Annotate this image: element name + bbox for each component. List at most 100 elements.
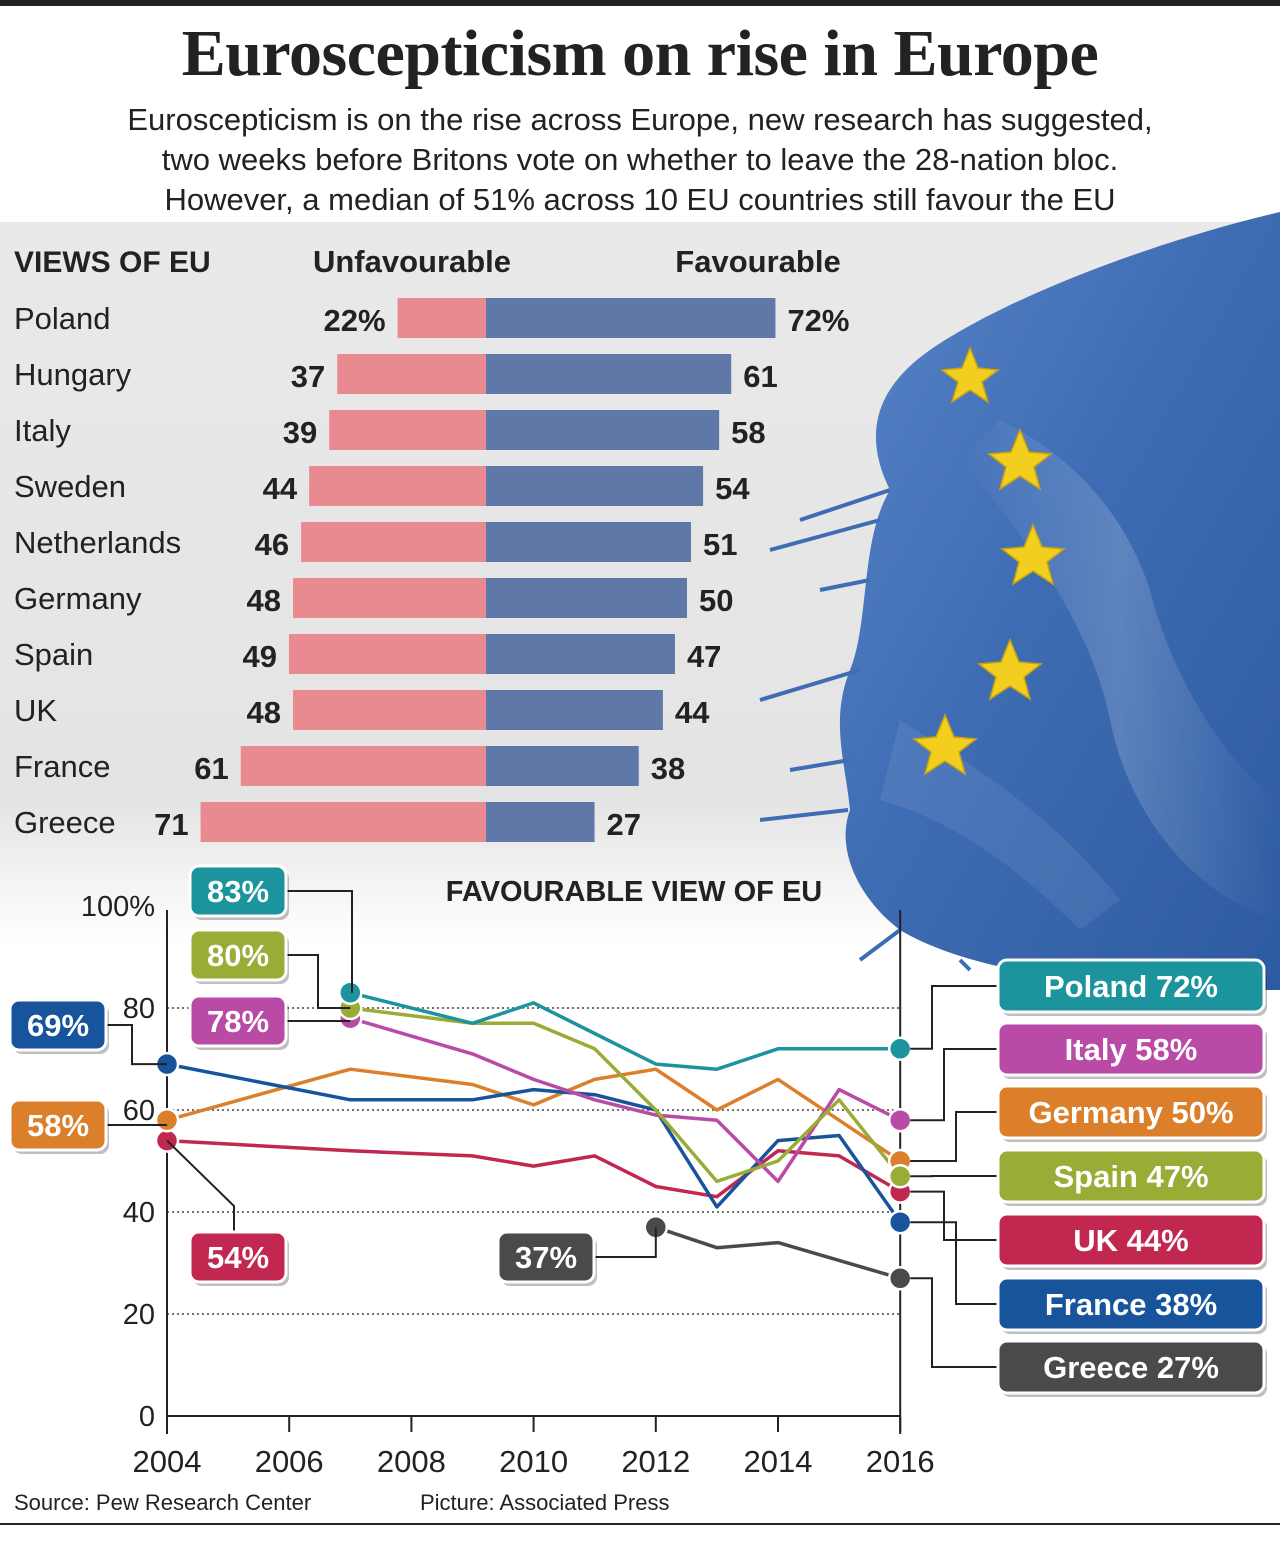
start-label-leader (166, 1139, 235, 1232)
bar-country-label: Greece (14, 805, 116, 840)
start-value-label: 78% (207, 1004, 269, 1039)
subtitle-line: Euroscepticism is on the rise across Eur… (127, 102, 1153, 137)
x-tick-label: 2006 (255, 1444, 324, 1479)
start-value-label: 83% (207, 874, 269, 909)
x-tick-label: 2008 (377, 1444, 446, 1479)
bar-unfavourable (200, 802, 486, 842)
bottom-rule (0, 1523, 1280, 1525)
series-end-point (887, 1164, 913, 1189)
start-value-label-box (188, 994, 288, 1048)
subtitle-line: two weeks before Britons vote on whether… (161, 142, 1119, 177)
end-value-label-box (996, 1212, 1266, 1268)
start-value-label: 58% (27, 1108, 89, 1143)
end-label-leader (910, 1048, 998, 1122)
legend-unfavourable: Unfavourable (313, 244, 511, 279)
start-value-label-box (8, 998, 108, 1052)
bar-unfavourable (293, 578, 486, 618)
bar-favourable (486, 578, 687, 618)
bar-favourable-value: 72% (787, 303, 849, 338)
end-value-label: Greece 27% (1043, 1350, 1219, 1385)
bar-unfavourable (293, 690, 486, 730)
end-value-label: UK 44% (1073, 1223, 1188, 1258)
bar-favourable (486, 690, 663, 730)
bar-country-label: France (14, 749, 110, 784)
bar-unfavourable-value: 22% (324, 303, 386, 338)
bar-favourable (486, 354, 732, 394)
bar-unfavourable (309, 466, 486, 506)
series-end-point (887, 1209, 913, 1235)
start-label-leader (286, 954, 351, 1009)
x-tick-label: 2014 (744, 1444, 813, 1479)
y-tick-label: 20 (123, 1299, 155, 1331)
series-start-point (338, 980, 363, 1005)
end-value-label-box (996, 1339, 1266, 1395)
end-label-leader (910, 1190, 998, 1241)
bar-country-label: Italy (14, 413, 71, 448)
bar-favourable-value: 50 (699, 583, 733, 618)
bar-unfavourable-value: 48 (247, 583, 281, 618)
bar-unfavourable (240, 746, 486, 786)
y-tick-label: 100% (81, 891, 155, 923)
bar-favourable-value: 27 (607, 807, 641, 842)
bar-favourable (486, 410, 720, 450)
series-line-greece (655, 1225, 901, 1280)
end-value-label-box (996, 1021, 1266, 1077)
start-label-leader (594, 1227, 657, 1258)
start-value-label-box (8, 1098, 108, 1152)
bar-favourable-value: 44 (675, 695, 710, 730)
bar-unfavourable-value: 71 (154, 807, 188, 842)
x-tick-label: 2010 (499, 1444, 568, 1479)
bar-country-label: Netherlands (14, 525, 181, 560)
start-value-label: 37% (515, 1240, 577, 1275)
series-line-poland (349, 991, 901, 1071)
bar-unfavourable (329, 410, 486, 450)
bar-favourable-value: 51 (703, 527, 737, 562)
legend-favourable: Favourable (675, 244, 840, 279)
bar-favourable (486, 522, 692, 562)
bar-unfavourable (337, 354, 486, 394)
star-icon (912, 345, 1066, 776)
series-end-point (887, 1107, 913, 1133)
end-label-leader (910, 985, 998, 1050)
series-end-point (887, 1266, 913, 1291)
x-tick-label: 2016 (866, 1444, 935, 1479)
bar-favourable-value: 38 (651, 751, 685, 786)
subtitle-line: However, a median of 51% across 10 EU co… (164, 182, 1116, 217)
end-value-label: Italy 58% (1065, 1032, 1198, 1067)
start-value-label-box (188, 928, 288, 982)
bar-country-label: Germany (14, 581, 142, 616)
start-label-leader (286, 890, 353, 993)
end-label-leader (910, 1111, 998, 1162)
eu-flag-image (759, 212, 1280, 990)
start-value-label-box (188, 864, 288, 918)
page-title: Euroscepticism on rise in Europe (181, 17, 1099, 90)
series-line-germany (166, 1067, 902, 1163)
start-label-leader (106, 1024, 167, 1066)
series-start-point (154, 1107, 180, 1133)
y-tick-label: 80 (123, 993, 155, 1025)
favourable-view-line-chart: FAVOURABLE VIEW OF EU 0 20 40 60 80 100% 2004 2… (8, 864, 1267, 1479)
bar-country-label: Poland (14, 301, 111, 336)
end-label-leader (910, 1221, 998, 1305)
bar-unfavourable-value: 44 (263, 471, 298, 506)
x-tick-label: 2004 (133, 1444, 202, 1479)
bar-country-label: UK (14, 693, 57, 728)
bar-chart-title: VIEWS OF EU (14, 246, 211, 279)
bar-unfavourable (289, 634, 486, 674)
picture-credit: Picture: Associated Press (420, 1490, 670, 1515)
bar-country-label: Spain (14, 637, 93, 672)
start-value-label: 80% (207, 938, 269, 973)
source-credit: Source: Pew Research Center (14, 1490, 312, 1515)
bar-country-label: Sweden (14, 469, 126, 504)
bar-unfavourable (397, 298, 486, 338)
top-rule (0, 0, 1280, 6)
bar-favourable-value: 58 (731, 415, 765, 450)
end-value-label: Poland 72% (1044, 969, 1218, 1004)
end-value-label-box (996, 1276, 1266, 1332)
series-end-point (887, 1036, 913, 1062)
bar-favourable (486, 746, 639, 786)
bar-country-label: Hungary (14, 357, 132, 392)
bar-unfavourable-value: 46 (255, 527, 289, 562)
bar-unfavourable-value: 49 (243, 639, 277, 674)
bar-favourable (486, 466, 704, 506)
